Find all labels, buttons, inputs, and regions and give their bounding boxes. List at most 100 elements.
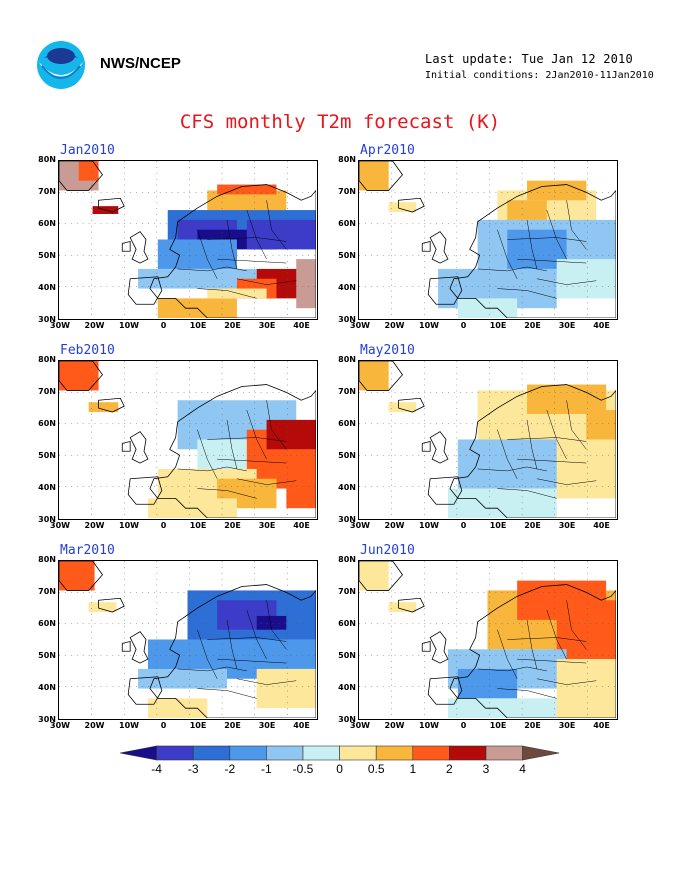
- lat-label: 40N: [338, 683, 356, 692]
- country-border: [497, 488, 557, 499]
- coastline: [421, 240, 431, 252]
- lon-label: 30E: [558, 721, 576, 730]
- country-border: [517, 458, 587, 464]
- country-border: [236, 678, 297, 685]
- anomaly-cell: [207, 190, 287, 211]
- coastline: [427, 676, 463, 705]
- coastline: [449, 584, 616, 718]
- anomaly-cell: [266, 419, 316, 450]
- country-border: [497, 288, 557, 299]
- lon-label: 10W: [119, 721, 139, 730]
- lat-label: 80N: [338, 555, 356, 564]
- country-border: [217, 458, 287, 464]
- lat-label: 80N: [338, 355, 356, 364]
- anomaly-cell: [147, 698, 208, 718]
- colorbar-swatch: [412, 745, 450, 761]
- lon-label: 10W: [419, 521, 439, 530]
- coastline: [98, 597, 125, 613]
- lat-label: 40N: [38, 283, 56, 292]
- country-border: [497, 229, 518, 279]
- country-border: [497, 688, 557, 699]
- country-border: [497, 629, 518, 679]
- coastline: [127, 476, 163, 505]
- anomaly-cell: [157, 239, 237, 269]
- colorbar-label: 0: [336, 762, 343, 776]
- lat-label: 30N: [38, 315, 56, 324]
- lat-label: 40N: [38, 683, 56, 692]
- lat-label: 30N: [338, 315, 356, 324]
- lon-label: 10E: [489, 321, 507, 330]
- country-border: [546, 609, 567, 660]
- anomaly-cell: [388, 202, 417, 213]
- coastline: [59, 361, 103, 391]
- lon-label: 10W: [419, 721, 439, 730]
- country-border: [536, 678, 597, 685]
- anomaly-cell: [59, 361, 99, 391]
- lon-label: 30E: [558, 321, 576, 330]
- country-border: [566, 600, 587, 650]
- lon-label: 20E: [524, 721, 541, 730]
- lon-label: 30W: [350, 721, 370, 730]
- lat-label: 50N: [38, 651, 56, 660]
- panel-title-mar: Mar2010: [60, 543, 115, 558]
- lon-label: 20E: [524, 521, 541, 530]
- coastline: [149, 184, 316, 318]
- colorbar-swatch: [449, 745, 487, 761]
- lon-label: 30E: [258, 721, 276, 730]
- lat-label: 60N: [338, 619, 356, 628]
- country-border: [207, 237, 287, 242]
- anomaly-cell: [88, 602, 117, 613]
- colorbar-swatch: [119, 745, 157, 761]
- map-panel-jan: [58, 160, 318, 320]
- lat-label: 70N: [38, 187, 56, 196]
- anomaly-cell: [447, 698, 557, 718]
- lon-label: 40E: [293, 721, 310, 730]
- lat-label: 70N: [338, 187, 356, 196]
- lat-label: 70N: [338, 587, 356, 596]
- lat-label: 60N: [38, 419, 56, 428]
- coastline: [129, 631, 149, 664]
- lon-label: 30W: [350, 321, 370, 330]
- anomaly-cell: [556, 600, 616, 660]
- country-border: [507, 437, 587, 442]
- lon-label: 20W: [384, 321, 405, 330]
- lat-label: 60N: [38, 619, 56, 628]
- country-border: [246, 209, 267, 260]
- coastline: [359, 161, 403, 191]
- country-border: [507, 237, 587, 242]
- colorbar-swatch: [339, 745, 377, 761]
- lon-label: 30W: [50, 521, 70, 530]
- lat-label: 30N: [38, 715, 56, 724]
- anomaly-cell: [507, 229, 567, 269]
- anomaly-cell: [217, 184, 277, 195]
- page-title: CFS monthly T2m forecast (K): [179, 111, 501, 133]
- lon-label: 20W: [84, 521, 105, 530]
- anomaly-cell: [556, 659, 616, 718]
- lon-label: 40E: [593, 521, 610, 530]
- coastline: [129, 231, 149, 264]
- panel-title-apr: Apr2010: [360, 143, 415, 158]
- coastline: [429, 631, 449, 664]
- colorbar-label: 4: [519, 762, 526, 776]
- lon-label: 20E: [524, 321, 541, 330]
- noaa-logo-icon: [36, 40, 86, 90]
- coastline: [398, 197, 425, 213]
- country-border: [236, 278, 297, 285]
- lon-label: 10W: [119, 521, 139, 530]
- colorbar-swatch: [266, 745, 304, 761]
- country-border: [266, 400, 287, 450]
- lat-label: 70N: [338, 387, 356, 396]
- colorbar-label: 1: [409, 762, 417, 776]
- country-border: [477, 666, 547, 672]
- lat-label: 50N: [338, 651, 356, 660]
- lon-label: 30W: [50, 721, 70, 730]
- anomaly-cell: [59, 561, 95, 591]
- lon-label: 40E: [293, 521, 310, 530]
- lon-label: 0: [460, 521, 467, 530]
- lon-label: 30E: [258, 521, 276, 530]
- country-border: [517, 658, 587, 664]
- colorbar-label: -0.5: [292, 762, 314, 776]
- country-border: [207, 437, 287, 442]
- country-border: [217, 258, 287, 264]
- coastline: [427, 276, 463, 305]
